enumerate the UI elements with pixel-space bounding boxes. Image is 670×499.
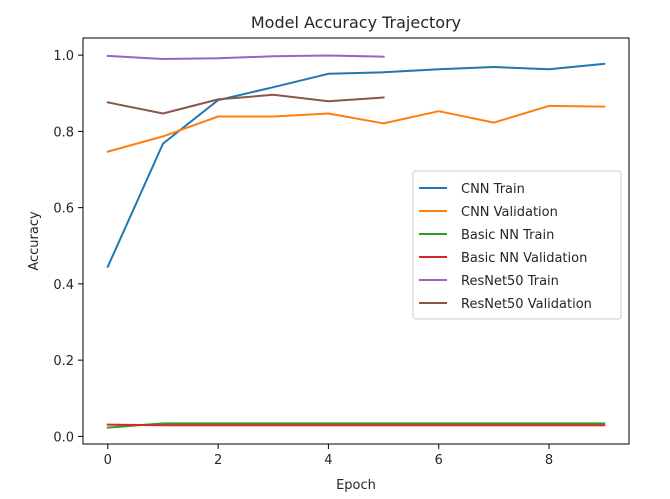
x-tick-label: 4 — [324, 453, 332, 468]
legend-label: ResNet50 Validation — [461, 297, 592, 312]
series-line-cnn-validation — [106, 104, 606, 153]
x-tick-label: 2 — [214, 453, 222, 468]
legend-box — [412, 170, 622, 320]
y-tick-label: 0.4 — [53, 278, 74, 293]
x-tick-label: 8 — [545, 453, 553, 468]
y-tick-label: 0.0 — [53, 430, 74, 445]
legend-label: CNN Train — [461, 182, 525, 197]
y-tick-label: 0.2 — [53, 354, 74, 369]
y-tick-label: 1.0 — [53, 49, 74, 64]
y-tick-label: 0.6 — [53, 202, 74, 217]
series-line-cnn-train — [106, 62, 606, 269]
plot-frame — [82, 37, 630, 445]
x-tick-label: 6 — [435, 453, 443, 468]
y-tick-label: 0.8 — [53, 125, 74, 140]
series-line-basic-nn-train — [106, 422, 606, 429]
series-line-resnet50-train — [106, 54, 385, 60]
legend: CNN Train CNN Validation Basic NN Train Bas… — [412, 170, 622, 320]
chart-title: Model Accuracy Trajectory — [251, 13, 461, 32]
legend-label: CNN Validation — [461, 205, 558, 220]
x-axis-label: Epoch — [336, 478, 376, 493]
x-tick-label: 0 — [104, 453, 112, 468]
y-axis-label: Accuracy — [27, 211, 42, 271]
series-line-resnet50-validation — [106, 93, 385, 115]
legend-label: ResNet50 Train — [461, 274, 559, 289]
legend-label: Basic NN Validation — [461, 251, 587, 266]
series-line-basic-nn-validation — [106, 423, 606, 427]
legend-label: Basic NN Train — [461, 228, 554, 243]
